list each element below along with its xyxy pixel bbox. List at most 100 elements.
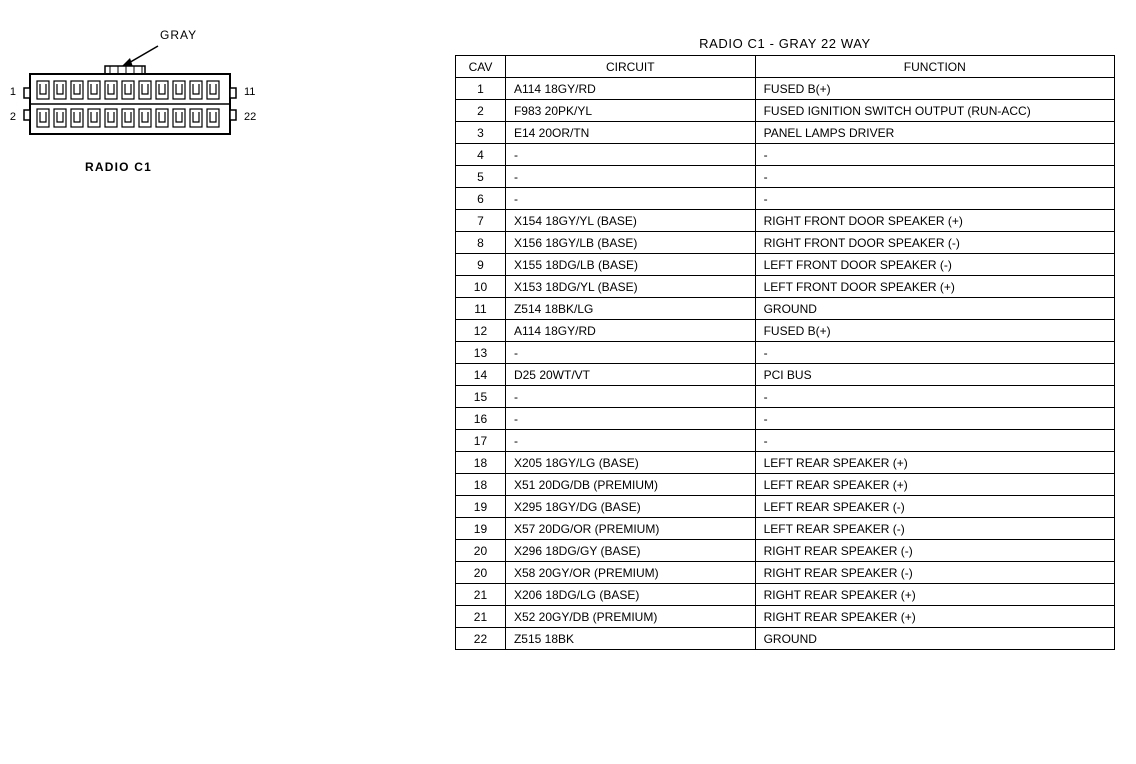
cell-circuit: - [505, 166, 755, 188]
cell-function: LEFT FRONT DOOR SPEAKER (+) [755, 276, 1114, 298]
table-row: 13-- [456, 342, 1115, 364]
connector-caption: RADIO C1 [85, 160, 152, 174]
table-row: 9X155 18DG/LB (BASE)LEFT FRONT DOOR SPEA… [456, 254, 1115, 276]
cell-cav: 4 [456, 144, 506, 166]
cell-cav: 21 [456, 584, 506, 606]
cell-circuit: X52 20GY/DB (PREMIUM) [505, 606, 755, 628]
cell-function: LEFT REAR SPEAKER (-) [755, 496, 1114, 518]
table-row: 20X58 20GY/OR (PREMIUM)RIGHT REAR SPEAKE… [456, 562, 1115, 584]
pin-num-12: 12 [10, 111, 16, 123]
cell-circuit: - [505, 188, 755, 210]
cell-cav: 18 [456, 474, 506, 496]
cell-cav: 20 [456, 540, 506, 562]
table-row: 7X154 18GY/YL (BASE)RIGHT FRONT DOOR SPE… [456, 210, 1115, 232]
table-row: 21X206 18DG/LG (BASE)RIGHT REAR SPEAKER … [456, 584, 1115, 606]
cell-circuit: - [505, 386, 755, 408]
table-row: 18X205 18GY/LG (BASE)LEFT REAR SPEAKER (… [456, 452, 1115, 474]
table-row: 10X153 18DG/YL (BASE)LEFT FRONT DOOR SPE… [456, 276, 1115, 298]
connector-svg: 1 11 12 22 [10, 40, 270, 160]
table-row: 3E14 20OR/TNPANEL LAMPS DRIVER [456, 122, 1115, 144]
cell-circuit: - [505, 144, 755, 166]
cell-circuit: X295 18GY/DG (BASE) [505, 496, 755, 518]
cell-cav: 16 [456, 408, 506, 430]
col-header-function: FUNCTION [755, 56, 1114, 78]
cell-circuit: X155 18DG/LB (BASE) [505, 254, 755, 276]
table-row: 17-- [456, 430, 1115, 452]
cell-circuit: E14 20OR/TN [505, 122, 755, 144]
cell-cav: 12 [456, 320, 506, 342]
cell-circuit: Z515 18BK [505, 628, 755, 650]
table-row: 5-- [456, 166, 1115, 188]
table-row: 12A114 18GY/RDFUSED B(+) [456, 320, 1115, 342]
cell-cav: 17 [456, 430, 506, 452]
cell-cav: 20 [456, 562, 506, 584]
cell-circuit: F983 20PK/YL [505, 100, 755, 122]
cell-circuit: D25 20WT/VT [505, 364, 755, 386]
pinout-table: CAV CIRCUIT FUNCTION 1A114 18GY/RDFUSED … [455, 55, 1115, 650]
cell-circuit: X205 18GY/LG (BASE) [505, 452, 755, 474]
table-row: 8X156 18GY/LB (BASE)RIGHT FRONT DOOR SPE… [456, 232, 1115, 254]
cell-cav: 10 [456, 276, 506, 298]
cell-function: RIGHT REAR SPEAKER (+) [755, 584, 1114, 606]
cell-cav: 3 [456, 122, 506, 144]
cell-circuit: - [505, 430, 755, 452]
cell-circuit: A114 18GY/RD [505, 320, 755, 342]
cell-function: - [755, 188, 1114, 210]
cell-function: RIGHT REAR SPEAKER (+) [755, 606, 1114, 628]
cell-circuit: X57 20DG/OR (PREMIUM) [505, 518, 755, 540]
cell-function: FUSED B(+) [755, 78, 1114, 100]
cell-function: LEFT REAR SPEAKER (+) [755, 452, 1114, 474]
cell-function: - [755, 408, 1114, 430]
cell-function: - [755, 430, 1114, 452]
table-row: 14D25 20WT/VTPCI BUS [456, 364, 1115, 386]
table-row: 16-- [456, 408, 1115, 430]
col-header-cav: CAV [456, 56, 506, 78]
cell-function: FUSED B(+) [755, 320, 1114, 342]
table-row: 11Z514 18BK/LGGROUND [456, 298, 1115, 320]
cell-cav: 15 [456, 386, 506, 408]
table-row: 19X57 20DG/OR (PREMIUM)LEFT REAR SPEAKER… [456, 518, 1115, 540]
cell-cav: 21 [456, 606, 506, 628]
cell-cav: 8 [456, 232, 506, 254]
cell-function: LEFT REAR SPEAKER (+) [755, 474, 1114, 496]
cell-function: RIGHT REAR SPEAKER (-) [755, 562, 1114, 584]
cell-function: RIGHT FRONT DOOR SPEAKER (+) [755, 210, 1114, 232]
cell-cav: 13 [456, 342, 506, 364]
cell-cav: 19 [456, 496, 506, 518]
table-row: 2F983 20PK/YLFUSED IGNITION SWITCH OUTPU… [456, 100, 1115, 122]
cell-circuit: Z514 18BK/LG [505, 298, 755, 320]
cell-cav: 19 [456, 518, 506, 540]
cell-circuit: X58 20GY/OR (PREMIUM) [505, 562, 755, 584]
cell-cav: 22 [456, 628, 506, 650]
table-row: 22Z515 18BKGROUND [456, 628, 1115, 650]
cell-circuit: X51 20DG/DB (PREMIUM) [505, 474, 755, 496]
cell-circuit: X296 18DG/GY (BASE) [505, 540, 755, 562]
cell-cav: 6 [456, 188, 506, 210]
cell-cav: 1 [456, 78, 506, 100]
cell-function: RIGHT REAR SPEAKER (-) [755, 540, 1114, 562]
table-row: 21X52 20GY/DB (PREMIUM)RIGHT REAR SPEAKE… [456, 606, 1115, 628]
cell-function: - [755, 166, 1114, 188]
table-row: 20X296 18DG/GY (BASE)RIGHT REAR SPEAKER … [456, 540, 1115, 562]
table-row: 6-- [456, 188, 1115, 210]
table-header-row: CAV CIRCUIT FUNCTION [456, 56, 1115, 78]
table-row: 4-- [456, 144, 1115, 166]
table-title: RADIO C1 - GRAY 22 WAY [455, 36, 1115, 51]
cell-function: FUSED IGNITION SWITCH OUTPUT (RUN-ACC) [755, 100, 1114, 122]
cell-circuit: A114 18GY/RD [505, 78, 755, 100]
table-row: 18X51 20DG/DB (PREMIUM)LEFT REAR SPEAKER… [456, 474, 1115, 496]
cell-function: LEFT REAR SPEAKER (-) [755, 518, 1114, 540]
cell-cav: 7 [456, 210, 506, 232]
cell-cav: 9 [456, 254, 506, 276]
pin-num-1: 1 [10, 86, 16, 98]
col-header-circuit: CIRCUIT [505, 56, 755, 78]
cell-function: - [755, 342, 1114, 364]
cell-cav: 18 [456, 452, 506, 474]
pin-num-11: 11 [244, 86, 255, 98]
cell-circuit: X206 18DG/LG (BASE) [505, 584, 755, 606]
cell-circuit: X153 18DG/YL (BASE) [505, 276, 755, 298]
cell-function: PCI BUS [755, 364, 1114, 386]
cell-cav: 2 [456, 100, 506, 122]
cell-circuit: - [505, 408, 755, 430]
cell-function: - [755, 144, 1114, 166]
